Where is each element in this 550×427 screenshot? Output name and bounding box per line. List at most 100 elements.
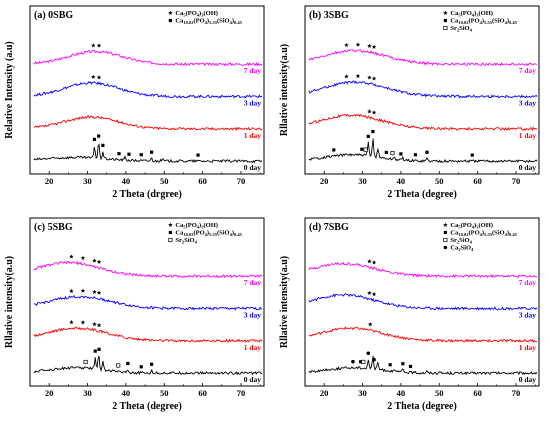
phase-marker-6 [101, 143, 105, 147]
series-line-3-day [308, 80, 538, 99]
x-tick-label-1: 30 [358, 388, 367, 398]
series-label-2: 1 day [244, 131, 262, 140]
x-axis-label: 2 Theta (degree) [387, 401, 457, 412]
phase-marker-13 [93, 349, 97, 353]
legend-marker-1 [443, 18, 447, 23]
series-label-0: 7 day [519, 66, 537, 75]
series-line-0-day [33, 143, 263, 164]
phase-marker-4 [344, 74, 349, 79]
series-line-1-day [308, 113, 538, 132]
series-label-2: 1 day [244, 343, 262, 352]
phase-marker-16 [384, 150, 388, 155]
panel-title: (b) 3SBG [309, 10, 349, 21]
plot-frame [304, 217, 540, 387]
series-line-1-day [33, 115, 263, 132]
phase-marker-12 [83, 359, 88, 365]
panel-c: 20 30 40 50 60 70 (c) 5SBG Rllative intensity(a… [4, 217, 265, 412]
phase-marker-5 [355, 73, 361, 78]
series-label-3: 0 day [519, 163, 537, 172]
series-label-2: 1 day [519, 343, 537, 352]
phase-marker-11 [401, 362, 405, 366]
x-tick-label-3: 50 [160, 176, 169, 186]
legend-marker-1 [168, 230, 172, 235]
phase-marker-9 [80, 320, 86, 325]
phase-marker-11 [360, 147, 364, 151]
legend-marker-0 [168, 10, 173, 15]
legend-marker-3 [443, 245, 448, 250]
phase-marker-15 [390, 151, 395, 156]
legend-marker-0 [168, 222, 173, 227]
series-line-0-day [33, 355, 263, 376]
phase-marker-11 [196, 153, 200, 157]
phase-marker-5 [80, 288, 86, 293]
series-line-3-day [308, 293, 538, 311]
x-tick-label-5: 70 [512, 388, 521, 398]
phase-marker-9 [139, 153, 143, 157]
phase-marker-8 [367, 109, 372, 114]
phase-marker-10 [150, 150, 154, 154]
phase-marker-3 [96, 75, 102, 80]
legend-marker-1 [443, 230, 447, 235]
series-line-7-day [33, 260, 263, 279]
phase-marker-2 [367, 290, 372, 295]
phase-marker-12 [363, 147, 368, 152]
phase-marker-9 [372, 357, 376, 362]
legend-marker-2 [168, 237, 173, 243]
panel-title: (a) 0SBG [34, 10, 73, 21]
x-tick-label-1: 30 [358, 176, 367, 186]
x-axis-label: 2 Theta (degree) [387, 189, 457, 200]
phase-marker-2 [91, 74, 96, 79]
x-tick-label-3: 50 [160, 388, 169, 398]
series-line-7-day [308, 261, 538, 279]
phase-marker-7 [117, 152, 121, 156]
x-tick-label-5: 70 [512, 176, 521, 186]
x-tick-label-1: 30 [83, 388, 92, 398]
legend-marker-1 [168, 18, 172, 23]
x-tick-label-2: 40 [122, 176, 131, 186]
phase-marker-1 [80, 255, 86, 260]
phase-marker-17 [399, 152, 403, 156]
x-tick-label-0: 20 [320, 176, 329, 186]
phase-marker-6 [92, 289, 97, 294]
series-label-3: 0 day [244, 163, 262, 172]
legend-entry-0: Ca5(PO4)3(OH) [175, 10, 218, 18]
phase-marker-0 [344, 42, 349, 48]
phase-marker-13 [366, 134, 370, 138]
phase-marker-20 [470, 153, 474, 157]
x-axis-label: 2 Theta (drgree) [112, 189, 182, 200]
series-label-1: 3 day [244, 98, 262, 107]
phase-marker-10 [388, 363, 392, 367]
phase-marker-6 [359, 360, 363, 364]
phase-marker-0 [91, 43, 96, 48]
phase-marker-14 [371, 129, 375, 134]
series-label-3: 0 day [519, 375, 537, 384]
plot-frame [29, 5, 265, 175]
legend-marker-0 [443, 222, 448, 227]
series-label-0: 7 day [244, 278, 262, 287]
phase-marker-10 [92, 321, 97, 327]
series-label-1: 3 day [244, 310, 262, 319]
y-axis-label: Relative Intensity (a.u) [4, 41, 15, 139]
series-label-1: 3 day [519, 98, 537, 107]
phase-marker-15 [116, 363, 121, 368]
series-label-0: 7 day [244, 66, 262, 75]
phase-marker-10 [332, 148, 336, 152]
legend-entry-1: Ca10.02(PO4)5.55(SiO4)0.45 [450, 18, 517, 26]
series-line-1-day [308, 326, 538, 343]
x-axis-label: 2 Theta (degree) [112, 401, 182, 412]
phase-marker-14 [97, 347, 101, 351]
phase-marker-1 [355, 42, 361, 47]
phase-marker-16 [126, 361, 130, 366]
phase-marker-4 [367, 321, 373, 327]
x-tick-label-0: 20 [45, 388, 54, 398]
x-tick-label-5: 70 [237, 388, 246, 398]
legend-marker-2 [443, 25, 448, 31]
x-tick-label-3: 50 [435, 176, 444, 186]
x-tick-label-4: 60 [473, 388, 482, 398]
x-tick-label-4: 60 [198, 176, 207, 186]
phase-marker-17 [139, 365, 143, 369]
phase-marker-4 [92, 137, 97, 141]
phase-marker-6 [367, 75, 372, 80]
panel-title: (c) 5SBG [34, 222, 73, 233]
